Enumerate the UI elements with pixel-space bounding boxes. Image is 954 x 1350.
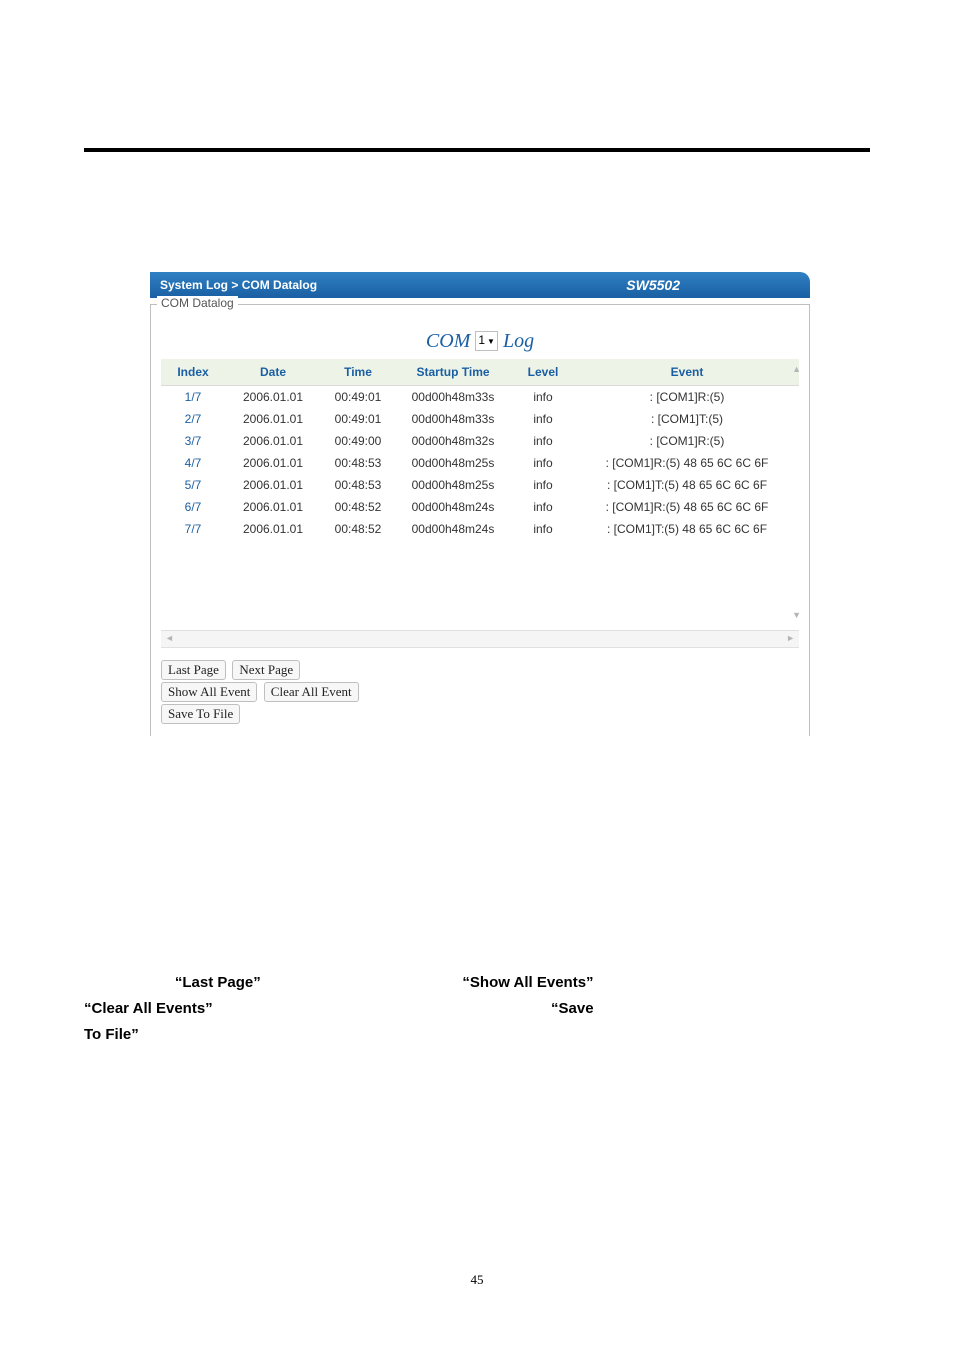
cell-level: info — [511, 452, 575, 474]
last-page-button[interactable]: Last Page — [161, 660, 226, 680]
scroll-up-icon[interactable]: ▲ — [792, 365, 801, 374]
cell-level: info — [511, 385, 575, 408]
cell-event: : [COM1]R:(5) 48 65 6C 6C 6F — [575, 496, 799, 518]
cell-index: 5/7 — [161, 474, 225, 496]
log-title-suffix: Log — [503, 330, 534, 352]
cell-index: 6/7 — [161, 496, 225, 518]
log-title-prefix: COM — [426, 330, 470, 352]
col-index: Index — [161, 359, 225, 386]
table-header-row: Index Date Time Startup Time Level Event — [161, 359, 799, 386]
cell-date: 2006.01.01 — [225, 496, 321, 518]
cell-index: 2/7 — [161, 408, 225, 430]
cell-startup: 00d00h48m32s — [395, 430, 511, 452]
log-title: COM 1▼ Log — [161, 329, 799, 353]
col-event: Event — [575, 359, 799, 386]
table-row: 6/7 2006.01.01 00:48:52 00d00h48m24s inf… — [161, 496, 799, 518]
chevron-down-icon: ▼ — [485, 337, 495, 346]
cell-event: : [COM1]R:(5) — [575, 385, 799, 408]
cell-startup: 00d00h48m33s — [395, 408, 511, 430]
cell-date: 2006.01.01 — [225, 518, 321, 540]
cell-date: 2006.01.01 — [225, 430, 321, 452]
text-show-all-events: “Show All Events” — [462, 974, 593, 991]
cell-level: info — [511, 496, 575, 518]
cell-level: info — [511, 474, 575, 496]
cell-time: 00:48:52 — [321, 496, 395, 518]
next-page-button[interactable]: Next Page — [232, 660, 300, 680]
scroll-right-icon[interactable]: ► — [786, 634, 795, 643]
col-date: Date — [225, 359, 321, 386]
com-datalog-fieldset: COM Datalog COM 1▼ Log ▲ Index Date Time — [150, 304, 810, 736]
cell-index: 3/7 — [161, 430, 225, 452]
cell-date: 2006.01.01 — [225, 452, 321, 474]
cell-index: 4/7 — [161, 452, 225, 474]
horizontal-scrollbar[interactable]: ◄ ► — [161, 630, 799, 648]
cell-date: 2006.01.01 — [225, 385, 321, 408]
page-number: 45 — [0, 1272, 954, 1288]
table-row: 1/7 2006.01.01 00:49:01 00d00h48m33s inf… — [161, 385, 799, 408]
top-rule — [84, 148, 870, 152]
col-startup-time: Startup Time — [395, 359, 511, 386]
button-row-1: Last Page Next Page — [161, 660, 799, 680]
cell-event: : [COM1]T:(5) 48 65 6C 6C 6F — [575, 474, 799, 496]
cell-level: info — [511, 408, 575, 430]
cell-date: 2006.01.01 — [225, 408, 321, 430]
cell-startup: 00d00h48m33s — [395, 385, 511, 408]
cell-index: 1/7 — [161, 385, 225, 408]
model-label: SW5502 — [626, 277, 680, 293]
cell-time: 00:49:01 — [321, 385, 395, 408]
table-row: 3/7 2006.01.01 00:49:00 00d00h48m32s inf… — [161, 430, 799, 452]
cell-startup: 00d00h48m24s — [395, 496, 511, 518]
log-table: Index Date Time Startup Time Level Event… — [161, 359, 799, 540]
header-bar: System Log > COM Datalog SW5502 — [150, 272, 810, 298]
col-time: Time — [321, 359, 395, 386]
scroll-left-icon[interactable]: ◄ — [165, 634, 174, 643]
cell-event: : [COM1]T:(5) — [575, 408, 799, 430]
cell-event: : [COM1]T:(5) 48 65 6C 6C 6F — [575, 518, 799, 540]
cell-level: info — [511, 430, 575, 452]
body-paragraph: xxxxxx xxxxx “Last Page” xx xxxx xx xxxx… — [84, 970, 870, 1048]
save-to-file-button[interactable]: Save To File — [161, 704, 240, 724]
table-row: 4/7 2006.01.01 00:48:53 00d00h48m25s inf… — [161, 452, 799, 474]
col-level: Level — [511, 359, 575, 386]
cell-level: info — [511, 518, 575, 540]
com-datalog-screenshot: System Log > COM Datalog SW5502 COM Data… — [150, 272, 810, 736]
page: System Log > COM Datalog SW5502 COM Data… — [0, 0, 954, 1350]
table-row: 7/7 2006.01.01 00:48:52 00d00h48m24s inf… — [161, 518, 799, 540]
show-all-event-button[interactable]: Show All Event — [161, 682, 257, 702]
text-clear-all-events: “Clear All Events” — [84, 1000, 213, 1017]
button-row-3: Save To File — [161, 704, 799, 724]
cell-event: : [COM1]R:(5) — [575, 430, 799, 452]
text-save: “Save — [551, 1000, 594, 1017]
clear-all-event-button[interactable]: Clear All Event — [264, 682, 359, 702]
cell-time: 00:49:00 — [321, 430, 395, 452]
cell-date: 2006.01.01 — [225, 474, 321, 496]
scroll-down-icon[interactable]: ▼ — [792, 611, 801, 620]
breadcrumb: System Log > COM Datalog — [150, 278, 317, 292]
cell-startup: 00d00h48m25s — [395, 452, 511, 474]
cell-startup: 00d00h48m25s — [395, 474, 511, 496]
table-row: 2/7 2006.01.01 00:49:01 00d00h48m33s inf… — [161, 408, 799, 430]
cell-time: 00:49:01 — [321, 408, 395, 430]
text-to-file: To File” — [84, 1026, 139, 1043]
cell-index: 7/7 — [161, 518, 225, 540]
button-row-2: Show All Event Clear All Event — [161, 682, 799, 702]
cell-event: : [COM1]R:(5) 48 65 6C 6C 6F — [575, 452, 799, 474]
table-row: 5/7 2006.01.01 00:48:53 00d00h48m25s inf… — [161, 474, 799, 496]
cell-startup: 00d00h48m24s — [395, 518, 511, 540]
cell-time: 00:48:53 — [321, 452, 395, 474]
com-port-select[interactable]: 1▼ — [475, 331, 498, 351]
log-table-wrap: ▲ Index Date Time Startup Time Level Eve… — [161, 359, 799, 648]
cell-time: 00:48:52 — [321, 518, 395, 540]
text-last-page: “Last Page” — [175, 974, 261, 991]
fieldset-legend: COM Datalog — [157, 296, 238, 310]
cell-time: 00:48:53 — [321, 474, 395, 496]
